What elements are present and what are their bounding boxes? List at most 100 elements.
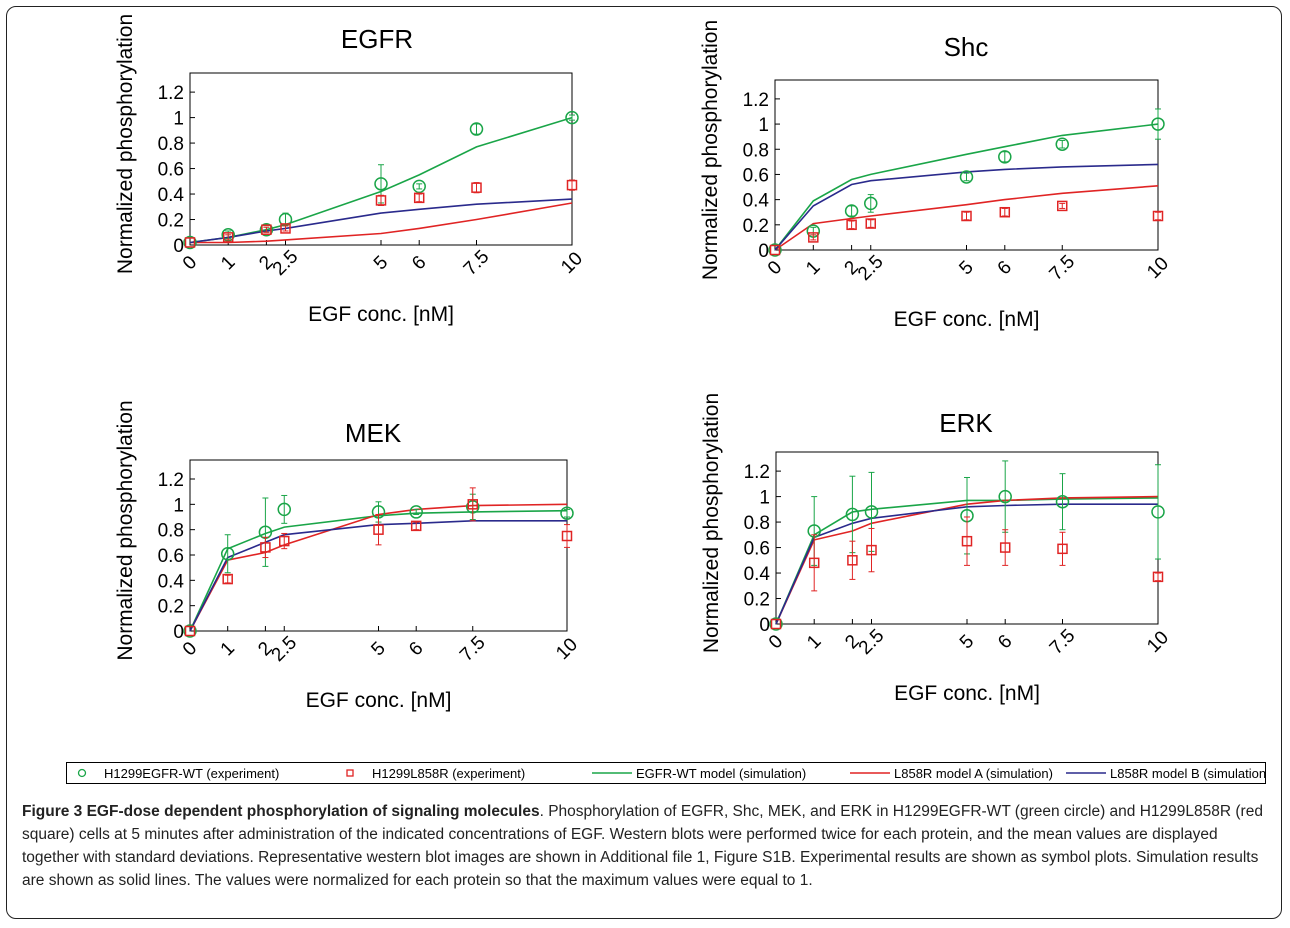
y-tick-label: 0.8 [158, 134, 184, 155]
data-point-wt [844, 204, 859, 218]
x-tick-label: 6 [994, 631, 1016, 653]
series-line [774, 123, 1159, 251]
data-point-l858r [373, 524, 384, 535]
y-tick-label: 0.4 [158, 571, 185, 592]
legend-item: L858R model A (simulation) [850, 766, 1053, 781]
x-tick-label: 5 [956, 631, 978, 653]
legend-square-marker [346, 769, 354, 777]
x-tick-label: 5 [370, 252, 392, 274]
y-tick-label: 0.8 [744, 513, 770, 534]
data-point-wt [277, 502, 291, 517]
data-point-l858r [846, 219, 857, 231]
data-point-l858r [999, 206, 1011, 218]
y-axis-label: Normalized phosphorylation [114, 14, 137, 274]
x-tick-label: 10 [557, 248, 587, 278]
x-tick-label: 1 [217, 638, 239, 660]
caption-label: Figure 3 EGF-dose dependent phosphorylat… [22, 803, 540, 820]
data-point-wt [959, 170, 974, 184]
data-point-l858r [566, 179, 578, 191]
data-point-l858r [561, 530, 573, 542]
data-point-l858r [999, 542, 1011, 553]
x-tick-label: 6 [994, 257, 1016, 279]
y-tick-label: 0.6 [158, 160, 184, 181]
data-point-l858r [279, 535, 290, 547]
y-tick-label: 0 [173, 622, 184, 643]
y-tick-label: 0.4 [743, 191, 770, 212]
data-point-l858r [770, 618, 782, 630]
y-tick-label: 1 [173, 109, 184, 130]
data-point-l858r [865, 218, 876, 229]
legend-circle-marker [77, 768, 87, 778]
data-point-wt [1151, 505, 1165, 519]
data-point-wt [469, 122, 484, 136]
legend-box [66, 762, 1266, 784]
series-line [775, 503, 1158, 625]
x-tick-label: 2.5 [268, 632, 302, 666]
y-tick-label: 0.2 [744, 590, 770, 611]
x-tick-label: 10 [1143, 253, 1173, 283]
x-tick-label: 6 [405, 638, 427, 660]
data-point-l858r [467, 499, 478, 510]
data-point-wt [845, 507, 860, 522]
data-point-l858r [1057, 543, 1068, 555]
legend-label: EGFR-WT model (simulation) [636, 766, 806, 781]
y-tick-label: 1.2 [744, 462, 770, 483]
legend-label: L858R model B (simulation) [1110, 766, 1266, 781]
x-tick-label: 7.5 [1046, 625, 1080, 659]
data-point-l858r [961, 210, 972, 222]
data-point-l858r [260, 542, 271, 553]
data-point-l858r [261, 224, 272, 235]
data-point-l858r [808, 557, 820, 569]
chart-title: EGFR [341, 24, 413, 54]
data-point-wt [565, 110, 579, 125]
y-tick-label: 0 [759, 615, 770, 636]
x-axis-label: EGF conc. [nM] [894, 682, 1040, 705]
data-point-wt [183, 235, 197, 250]
data-point-wt [412, 179, 426, 194]
x-tick-label: 5 [955, 257, 977, 279]
y-tick-label: 0.8 [158, 521, 184, 542]
data-point-wt [409, 505, 423, 519]
data-point-wt [769, 617, 783, 631]
y-tick-label: 0.6 [744, 539, 770, 560]
series-line [189, 509, 568, 632]
chart-title: Shc [944, 32, 989, 62]
data-point-wt [864, 505, 879, 519]
y-tick-label: 0.6 [743, 165, 769, 186]
data-point-wt [864, 196, 878, 211]
data-point-l858r [866, 544, 877, 556]
legend-label: L858R model A (simulation) [894, 766, 1053, 781]
data-point-wt [183, 624, 197, 638]
data-point-l858r [808, 232, 819, 243]
data-point-wt [1055, 137, 1069, 151]
y-axis-label: Normalized phosphorylation [700, 393, 723, 653]
data-point-wt [560, 506, 574, 520]
y-tick-label: 0.2 [743, 216, 769, 237]
y-tick-label: 1 [759, 488, 770, 509]
data-point-wt [1055, 494, 1070, 509]
x-tick-label: 0 [764, 257, 786, 279]
legend-item: H1299EGFR-WT (experiment) [77, 766, 279, 781]
x-tick-label: 2.5 [854, 251, 888, 285]
x-tick-label: 10 [552, 634, 582, 664]
data-point-l858r [410, 520, 422, 532]
x-tick-label: 7.5 [456, 632, 490, 666]
y-tick-label: 0.4 [744, 564, 771, 585]
x-tick-label: 10 [1143, 627, 1173, 657]
data-point-l858r [184, 625, 196, 637]
data-point-wt [220, 546, 235, 561]
y-axis-label: Normalized phosphorylation [699, 20, 722, 280]
caption-text: . Phosphorylation of EGFR, Shc, MEK, and… [22, 803, 1263, 889]
x-axis-label: EGF conc. [nM] [308, 303, 454, 326]
y-tick-label: 0.6 [158, 546, 184, 567]
data-point-l858r [769, 244, 781, 256]
data-point-l858r [280, 223, 291, 234]
legend-label: H1299L858R (experiment) [372, 766, 525, 781]
x-axis-label: EGF conc. [nM] [306, 689, 452, 712]
legend-item: EGFR-WT model (simulation) [592, 766, 806, 781]
data-point-wt [768, 243, 782, 257]
data-point-l858r [222, 232, 234, 243]
legend-label: H1299EGFR-WT (experiment) [104, 766, 279, 781]
